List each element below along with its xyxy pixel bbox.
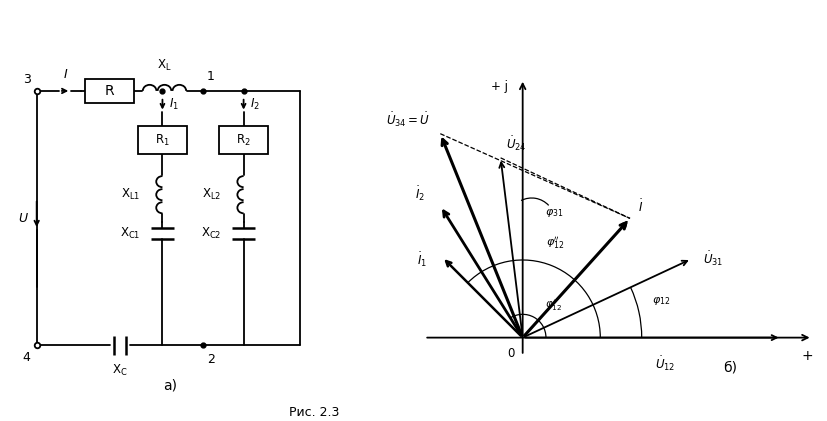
Text: X$_\mathsf{L1}$: X$_\mathsf{L1}$ (121, 187, 140, 202)
Text: а): а) (164, 378, 177, 392)
Text: X$_\mathsf{C1}$: X$_\mathsf{C1}$ (120, 226, 140, 241)
Text: б): б) (722, 361, 736, 375)
Text: $\dot{I}$: $\dot{I}$ (637, 198, 642, 215)
Text: X$_\mathsf{C}$: X$_\mathsf{C}$ (112, 363, 127, 378)
Text: X$_\mathsf{L2}$: X$_\mathsf{L2}$ (202, 187, 221, 202)
Text: R$_2$: R$_2$ (236, 133, 251, 148)
Bar (85, 79, 134, 103)
Text: $\dot{I}_2$: $\dot{I}_2$ (414, 185, 424, 203)
Text: $\dot{U}_{12}$: $\dot{U}_{12}$ (654, 354, 674, 373)
Text: I$_2$: I$_2$ (250, 97, 260, 112)
Text: I: I (63, 68, 67, 81)
Text: $\dot{U}_{34}=\dot{U}$: $\dot{U}_{34}=\dot{U}$ (385, 110, 429, 128)
Text: + j: + j (491, 80, 508, 93)
Text: $\dot{I}_1$: $\dot{I}_1$ (416, 250, 426, 269)
Text: $\varphi_{31}$: $\varphi_{31}$ (544, 207, 562, 218)
Text: 3: 3 (22, 73, 31, 86)
Text: Рис. 2.3: Рис. 2.3 (289, 406, 339, 419)
Text: $\varphi_{12}''$: $\varphi_{12}''$ (546, 235, 564, 251)
Text: U: U (18, 212, 27, 225)
Text: $\dot{U}_{31}$: $\dot{U}_{31}$ (702, 250, 723, 268)
Text: +: + (801, 349, 812, 363)
Text: R$_1$: R$_1$ (155, 133, 170, 148)
Text: 1: 1 (207, 70, 215, 83)
Text: $\varphi_{12}$: $\varphi_{12}$ (651, 295, 669, 307)
Text: 4: 4 (22, 351, 31, 364)
Text: R: R (105, 84, 114, 98)
Text: X$_\mathsf{L}$: X$_\mathsf{L}$ (157, 58, 171, 73)
Text: 2: 2 (207, 353, 215, 366)
Text: $\dot{U}_{24}$: $\dot{U}_{24}$ (505, 134, 526, 153)
Text: I$_1$: I$_1$ (169, 97, 179, 112)
Bar (219, 126, 268, 155)
Text: X$_\mathsf{C2}$: X$_\mathsf{C2}$ (201, 226, 221, 241)
Bar (138, 126, 187, 155)
Text: 0: 0 (507, 346, 514, 360)
Text: $\varphi_{12}'$: $\varphi_{12}'$ (544, 297, 562, 313)
